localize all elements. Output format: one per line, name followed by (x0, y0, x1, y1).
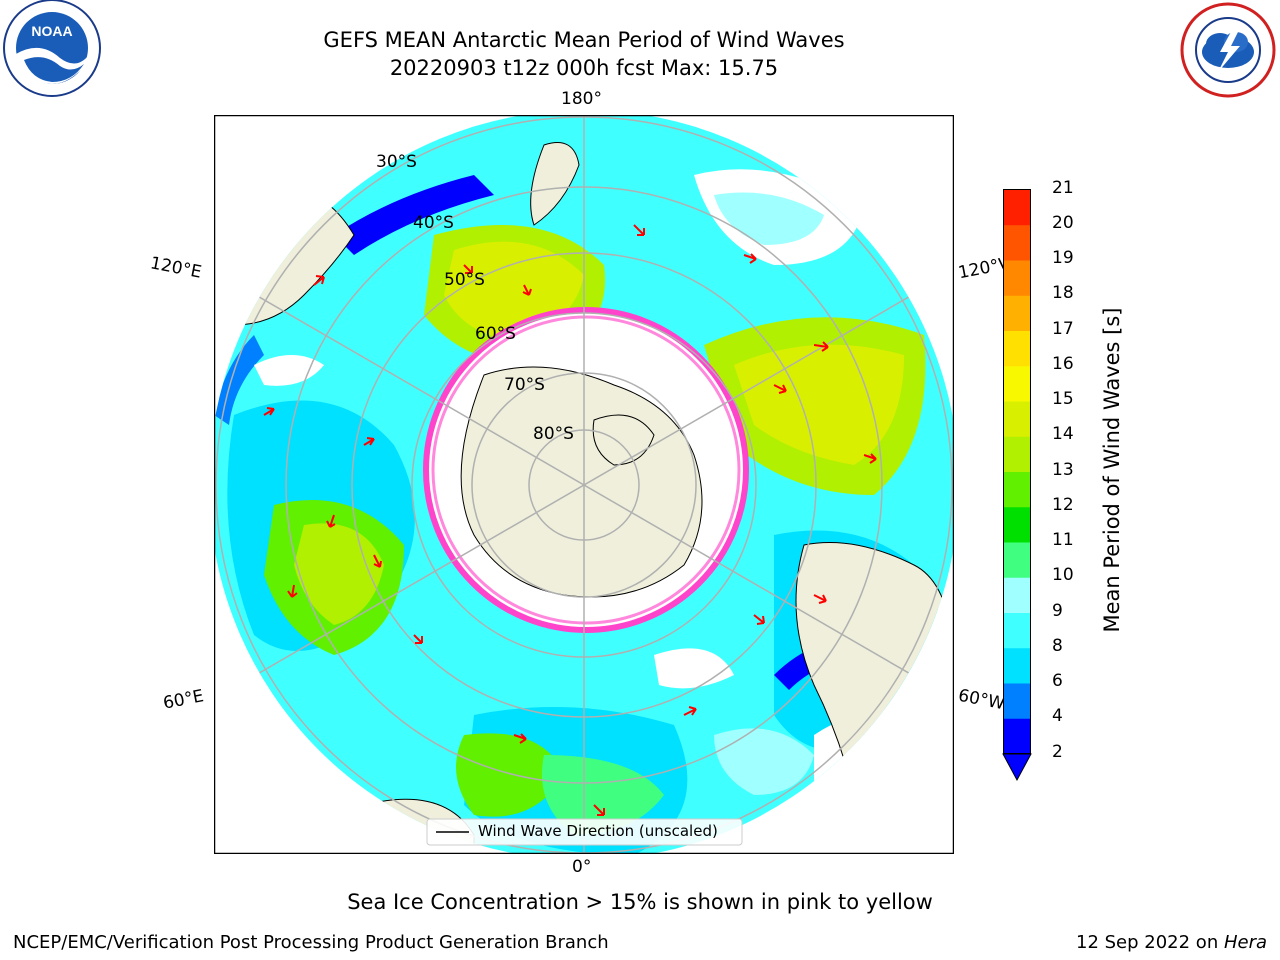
colorbar-segment (1003, 330, 1031, 367)
chart-title: GEFS MEAN Antarctic Mean Period of Wind … (323, 28, 845, 52)
colorbar-tick-label: 9 (1052, 600, 1063, 621)
colorbar (1002, 189, 1032, 782)
colorbar-segment (1003, 436, 1031, 472)
colorbar-tick-label: 13 (1052, 459, 1074, 480)
colorbar-tick-label: 11 (1052, 530, 1074, 550)
lat-label-80s: 80°S (533, 424, 574, 444)
colorbar-segment (1003, 647, 1031, 684)
colorbar-tick-label: 20 (1052, 212, 1074, 233)
lat-label-70s: 70°S (504, 375, 545, 395)
noaa-center-text: NOAA (31, 23, 72, 39)
colorbar-tick-label: 18 (1052, 283, 1074, 304)
colorbar-segment (1003, 577, 1031, 613)
footer-host: Hera (1223, 932, 1267, 953)
colorbar-tick-label: 10 (1052, 565, 1074, 586)
lon-label-lower-right: 60°W (956, 685, 1007, 715)
nws-logo (1180, 2, 1276, 98)
lon-label-bottom: 0° (572, 857, 592, 877)
footer-left: NCEP/EMC/Verification Post Processing Pr… (13, 932, 609, 953)
sea-ice-note: Sea Ice Concentration > 15% is shown in … (347, 890, 933, 914)
colorbar-tick-label: 16 (1052, 353, 1074, 374)
colorbar-segment (1003, 401, 1031, 437)
colorbar-segment (1003, 506, 1031, 543)
colorbar-tick-labels: 2 4 6 8 9 10 11 12 13 14 15 16 17 18 19 20 21 (1052, 178, 1092, 778)
colorbar-segment (1003, 718, 1031, 754)
wind-wave-arrows (263, 224, 877, 816)
colorbar-tick-label: 14 (1052, 424, 1074, 445)
map-legend (426, 818, 743, 846)
map-frame (214, 115, 954, 854)
colorbar-tick-label: 17 (1052, 318, 1074, 339)
lon-label-lower-left: 60°E (161, 686, 206, 714)
colorbar-tick-label: 21 (1052, 177, 1074, 198)
colorbar-tick-label: 4 (1052, 706, 1063, 727)
colorbar-segment (1003, 542, 1031, 578)
colorbar-segment (1003, 189, 1031, 226)
colorbar-segment (1003, 365, 1031, 402)
map-legend-label: Wind Wave Direction (unscaled) (478, 822, 718, 840)
lat-label-50s: 50°S (444, 270, 485, 290)
colorbar-tick-label: 2 (1052, 741, 1063, 762)
colorbar-segment (1003, 295, 1031, 331)
new-zealand-land (530, 142, 580, 226)
colorbar-tick-label: 15 (1052, 389, 1074, 409)
colorbar-tick-label: 8 (1052, 635, 1063, 656)
lat-label-40s: 40°S (413, 213, 454, 233)
colorbar-tick-label: 6 (1052, 671, 1063, 691)
graticule (214, 115, 954, 854)
lat-label-60s: 60°S (475, 324, 516, 344)
polar-map (214, 115, 954, 854)
colorbar-segment (1003, 471, 1031, 508)
colorbar-extend-min (1002, 753, 1032, 782)
colorbar-segment (1003, 224, 1031, 261)
lon-label-upper-left: 120°E (148, 253, 204, 283)
colorbar-tick-label: 19 (1052, 248, 1074, 268)
lon-label-top: 180° (561, 89, 602, 109)
colorbar-tick-label: 12 (1052, 494, 1074, 515)
colorbar-segment (1003, 612, 1031, 649)
colorbar-segment (1003, 260, 1031, 296)
chart-subtitle: 20220903 t12z 000h fcst Max: 15.75 (389, 56, 779, 80)
footer-right: 12 Sep 2022 on Hera (1076, 932, 1267, 953)
noaa-logo: NOAA (3, 0, 101, 97)
lat-label-30s: 30°S (376, 152, 417, 172)
colorbar-segment (1003, 683, 1031, 719)
